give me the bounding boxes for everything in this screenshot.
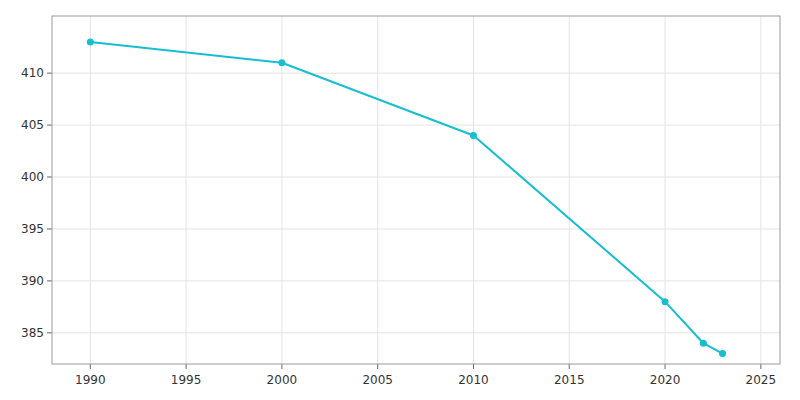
y-tick-label: 405 — [21, 118, 44, 132]
x-tick-label: 2025 — [746, 373, 777, 387]
chart-container: 1990 1995 2000 2005 2010 2015 2020 2025 385 390 39… — [0, 0, 800, 400]
y-grid-line — [52, 125, 780, 126]
series — [87, 38, 726, 357]
point — [719, 350, 726, 357]
x-grid-line — [377, 16, 378, 364]
y-grid-line — [52, 177, 780, 178]
x-tick — [569, 364, 570, 369]
x-grid-line — [90, 16, 91, 364]
x-tick — [186, 364, 187, 369]
x-grid-line — [281, 16, 282, 364]
x-tick — [473, 364, 474, 369]
y-tick-label: 390 — [21, 274, 44, 288]
grid — [52, 16, 780, 364]
y-grid-line — [52, 73, 780, 74]
chart-svg: 1990 1995 2000 2005 2010 2015 2020 2025 385 390 39… — [0, 0, 800, 400]
x-grid-line — [473, 16, 474, 364]
x-tick-label: 2020 — [650, 373, 681, 387]
x-tick — [665, 364, 666, 369]
x-grid-line — [186, 16, 187, 364]
point — [278, 59, 285, 66]
x-grid-line — [665, 16, 666, 364]
y-tick — [47, 228, 52, 229]
x-tick-label: 2010 — [458, 373, 489, 387]
line — [90, 42, 722, 354]
x-tick-label: 1995 — [171, 373, 202, 387]
x-tick-label: 2015 — [554, 373, 585, 387]
x-grid-line — [760, 16, 761, 364]
point — [700, 340, 707, 347]
y-tick — [47, 73, 52, 74]
y-grid-line — [52, 280, 780, 281]
x-tick — [377, 364, 378, 369]
axes: 1990 1995 2000 2005 2010 2015 2020 2025 385 390 39… — [21, 16, 780, 387]
x-tick — [281, 364, 282, 369]
point — [87, 38, 94, 45]
y-grid-line — [52, 228, 780, 229]
y-tick-label: 385 — [21, 326, 44, 340]
y-tick-label: 410 — [21, 66, 44, 80]
y-grid-line — [52, 332, 780, 333]
y-tick — [47, 280, 52, 281]
x-tick — [760, 364, 761, 369]
x-grid-line — [569, 16, 570, 364]
point — [470, 132, 477, 139]
y-tick — [47, 177, 52, 178]
plot-frame — [52, 16, 780, 364]
y-tick-label: 400 — [21, 170, 44, 184]
y-tick — [47, 332, 52, 333]
x-tick-label: 2005 — [362, 373, 393, 387]
y-tick-label: 395 — [21, 222, 44, 236]
x-tick-label: 1990 — [75, 373, 106, 387]
x-tick-label: 2000 — [267, 373, 298, 387]
x-tick — [90, 364, 91, 369]
point — [662, 298, 669, 305]
y-tick — [47, 125, 52, 126]
plot-area — [52, 16, 780, 364]
